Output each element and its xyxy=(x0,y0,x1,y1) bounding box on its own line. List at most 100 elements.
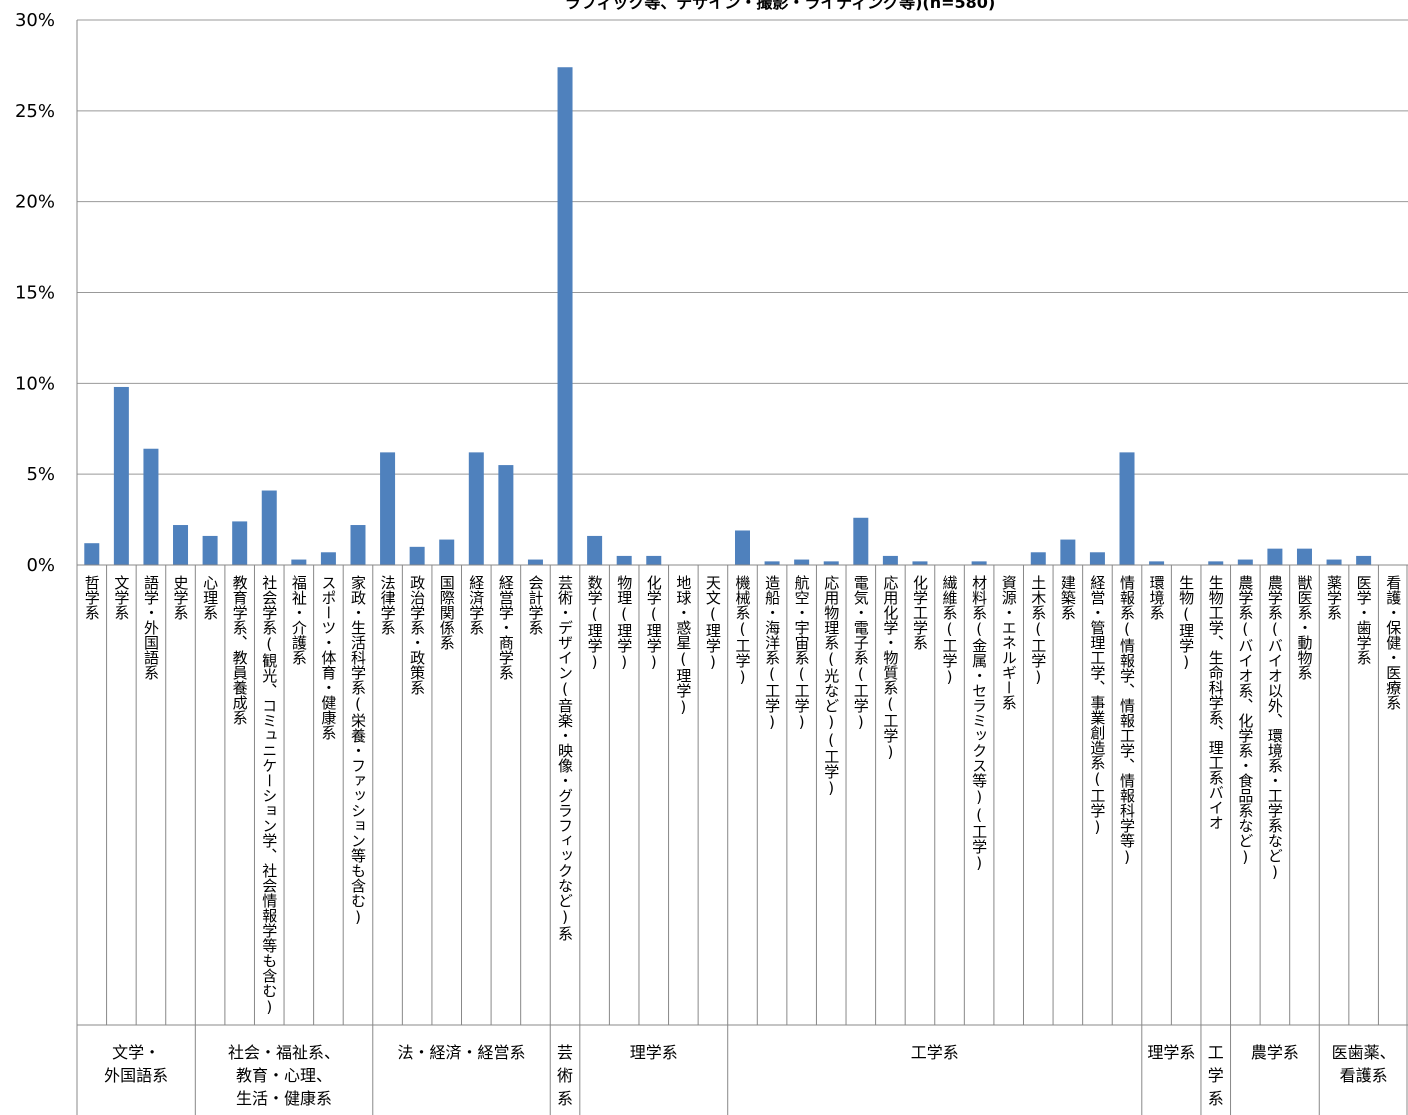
bar xyxy=(1296,548,1312,565)
x-category-label: 情報系(情報学、情報工学、情報科学等) xyxy=(1118,575,1136,866)
x-category-label: 地球・惑星(理学) xyxy=(674,575,692,716)
chart-title: ラフィック等、デザイン・撮影・ライティング等)(n=580) xyxy=(565,0,996,12)
bar xyxy=(113,386,129,565)
bar xyxy=(380,452,396,565)
bar xyxy=(202,535,218,565)
y-tick-label: 25% xyxy=(15,101,55,122)
bar xyxy=(735,530,750,565)
x-category-label: 史学系 xyxy=(172,575,190,620)
x-category-label: 語学・外国語系 xyxy=(142,575,160,680)
x-category-label: 造船・海洋系(工学) xyxy=(763,575,781,731)
x-category-label: 文学系 xyxy=(112,575,130,620)
x-category-label: 電気・電子系(工学) xyxy=(852,575,870,731)
bar xyxy=(764,561,780,565)
x-category-label: 経営学・商学系 xyxy=(497,575,515,680)
bar xyxy=(291,559,307,565)
bar xyxy=(1237,559,1253,565)
x-category-label: 航空・宇宙系(工学) xyxy=(793,575,811,731)
x-category-label: 法律学系 xyxy=(379,575,397,635)
x-category-label: 応用物理系(光など)(工学) xyxy=(822,575,840,797)
y-tick-label: 20% xyxy=(15,192,55,213)
x-category-label: 農学系(バイオ系、化学系・食品系など) xyxy=(1236,575,1254,866)
x-category-label: 経営・管理工学、事業創造系(工学) xyxy=(1088,575,1106,836)
bar xyxy=(646,555,662,565)
bar xyxy=(468,452,484,565)
x-category-label: 資源・エネルギー系 xyxy=(1000,575,1018,710)
x-group-label: 工学系 xyxy=(911,1043,959,1062)
x-category-label: 建築系 xyxy=(1059,575,1077,620)
bar xyxy=(823,561,839,565)
x-category-label: 化学(理学) xyxy=(645,575,663,671)
x-category-label: 天文(理学) xyxy=(704,575,722,671)
bar xyxy=(1208,561,1224,565)
bar xyxy=(498,465,514,565)
x-category-label: 化学工学系 xyxy=(911,575,929,650)
x-group-label: 芸術系 xyxy=(557,1043,573,1108)
x-category-label: 会計学系 xyxy=(526,575,544,635)
bar xyxy=(84,543,100,565)
x-category-label: 物理(理学) xyxy=(615,575,633,671)
x-category-label: 薬学系 xyxy=(1325,575,1343,620)
x-category-label: 家政・生活科学系(栄養・ファッション等も含む) xyxy=(349,575,367,926)
bar xyxy=(1119,452,1135,565)
x-category-label: 生物(理学) xyxy=(1177,575,1195,671)
x-group-label: 理学系 xyxy=(630,1043,678,1062)
bar xyxy=(261,490,277,565)
gridlines xyxy=(77,19,1408,475)
x-category-label: 国際関係系 xyxy=(438,575,456,650)
x-category-label: 政治学系・政策系 xyxy=(408,575,426,695)
y-tick-label: 15% xyxy=(15,283,55,304)
bar xyxy=(794,559,810,565)
x-category-label: 生物工学、生命科学系、理工系バイオ xyxy=(1207,575,1225,830)
x-category-label: 医学・歯学系 xyxy=(1355,575,1373,665)
bar xyxy=(1267,548,1283,565)
x-category-label: 芸術・デザイン(音楽・映像・グラフィックなど)系 xyxy=(556,575,574,941)
x-group-label: 農学系 xyxy=(1251,1043,1299,1062)
bar xyxy=(557,67,573,565)
x-category-label: 社会学系(観光、コミュニケーション学、社会情報学等も含む) xyxy=(260,575,278,1016)
x-category-label: 福祉・介護系 xyxy=(290,575,308,665)
bar xyxy=(882,555,898,565)
bar xyxy=(971,561,987,565)
bar xyxy=(143,448,159,565)
x-group-label: 医歯薬、看護系 xyxy=(1332,1043,1396,1085)
bar xyxy=(587,535,603,565)
x-category-label: 哲学系 xyxy=(83,575,101,620)
bar xyxy=(409,546,425,565)
bar xyxy=(1060,539,1076,565)
axes xyxy=(76,20,1408,1115)
x-category-label: 農学系(バイオ以外、環境系・工学系など) xyxy=(1266,575,1284,881)
y-tick-label: 30% xyxy=(15,10,55,31)
x-category-label: 材料系(金属・セラミックス等)(工学) xyxy=(970,575,988,872)
y-tick-label: 10% xyxy=(15,373,55,394)
bar xyxy=(350,525,366,565)
bars xyxy=(84,67,1372,565)
bar xyxy=(616,555,632,565)
bar xyxy=(1149,561,1165,565)
x-axis-group-labels: 文学・外国語系 社会・福祉系、教育・心理、生活・健康系 法・経済・経営系 芸術系 理学系… xyxy=(104,1043,1395,1108)
bar xyxy=(320,552,336,565)
x-category-label: 看護・保健・医療系 xyxy=(1384,575,1402,710)
bar xyxy=(1089,552,1105,565)
y-axis-tick-labels: 0% 5% 10% 15% 20% 25% 30% xyxy=(15,10,55,576)
bar xyxy=(527,559,543,565)
bar xyxy=(912,561,928,565)
x-category-label: 心理系 xyxy=(201,575,219,620)
x-category-label: 教育学系、教員養成系 xyxy=(231,575,249,725)
x-category-label: 獣医系・動物系 xyxy=(1295,575,1313,680)
x-category-label: 機械系(工学) xyxy=(734,575,752,686)
x-category-label: 環境系 xyxy=(1148,575,1166,620)
x-category-label: スポーツ・体育・健康系 xyxy=(319,575,337,740)
bar xyxy=(232,521,248,565)
x-group-label: 文学・外国語系 xyxy=(104,1043,168,1085)
bar xyxy=(1030,552,1046,565)
bar xyxy=(853,517,869,565)
x-group-label: 工学系 xyxy=(1208,1043,1224,1108)
y-tick-label: 0% xyxy=(26,555,55,576)
y-tick-label: 5% xyxy=(26,464,55,485)
x-group-label: 理学系 xyxy=(1147,1043,1195,1062)
bar xyxy=(1326,559,1342,565)
x-group-label: 法・経済・経営系 xyxy=(398,1043,526,1062)
x-category-label: 土木系(工学) xyxy=(1029,575,1047,686)
